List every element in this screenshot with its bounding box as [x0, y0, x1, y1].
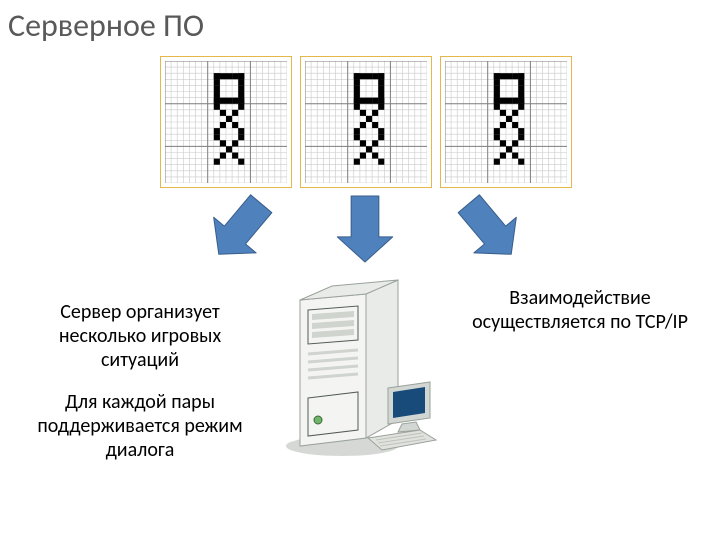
- arrow-down-icon: [450, 196, 530, 262]
- left-caption-p2: Для каждой пары поддерживается режим диа…: [30, 390, 250, 462]
- right-caption-p1: Взаимодействие осуществляется по TCP/IP: [470, 286, 690, 334]
- left-caption: Сервер организует несколько игровых ситу…: [30, 300, 250, 462]
- grid-icon: [165, 61, 287, 183]
- game-board-3: [440, 56, 572, 188]
- arrow-down-icon: [200, 196, 280, 262]
- game-board-1: [160, 56, 292, 188]
- game-board-2: [300, 56, 432, 188]
- grid-icon: [305, 61, 427, 183]
- grid-icon: [445, 61, 567, 183]
- arrow-down-icon: [330, 196, 400, 262]
- right-caption: Взаимодействие осуществляется по TCP/IP: [470, 286, 690, 334]
- server-icon: [270, 270, 470, 470]
- page-title: Серверное ПО: [8, 6, 204, 45]
- left-caption-p1: Сервер организует несколько игровых ситу…: [30, 300, 250, 372]
